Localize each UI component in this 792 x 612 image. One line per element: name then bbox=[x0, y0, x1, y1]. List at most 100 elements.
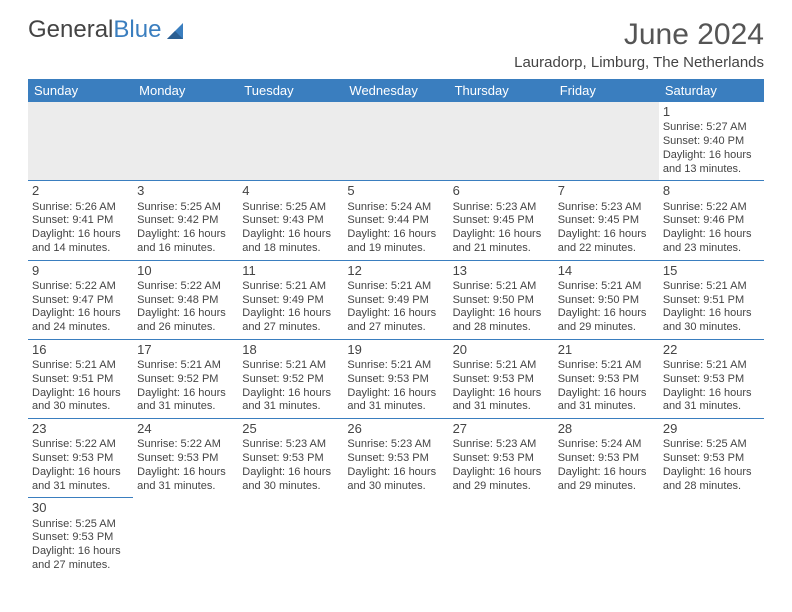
sunset-line: Sunset: 9:53 PM bbox=[347, 452, 444, 466]
daylight-line-1: Daylight: 16 hours bbox=[137, 228, 234, 242]
header: GeneralBlue June 2024 Lauradorp, Limburg… bbox=[28, 18, 764, 71]
day-number: 2 bbox=[32, 183, 129, 199]
calendar-week: 16Sunrise: 5:21 AMSunset: 9:51 PMDayligh… bbox=[28, 339, 764, 418]
sunrise-line: Sunrise: 5:21 AM bbox=[453, 280, 550, 294]
daylight-line-1: Daylight: 16 hours bbox=[558, 307, 655, 321]
calendar-cell bbox=[343, 498, 448, 577]
day-number: 19 bbox=[347, 342, 444, 358]
calendar-cell: 24Sunrise: 5:22 AMSunset: 9:53 PMDayligh… bbox=[133, 419, 238, 498]
calendar-cell: 1Sunrise: 5:27 AMSunset: 9:40 PMDaylight… bbox=[659, 102, 764, 181]
sunrise-line: Sunrise: 5:21 AM bbox=[347, 280, 444, 294]
calendar-week: 23Sunrise: 5:22 AMSunset: 9:53 PMDayligh… bbox=[28, 419, 764, 498]
calendar-cell bbox=[449, 102, 554, 181]
calendar-cell bbox=[554, 102, 659, 181]
day-number: 14 bbox=[558, 263, 655, 279]
sunrise-line: Sunrise: 5:23 AM bbox=[347, 438, 444, 452]
month-title: June 2024 bbox=[514, 18, 764, 52]
daylight-line-1: Daylight: 16 hours bbox=[242, 228, 339, 242]
sunset-line: Sunset: 9:51 PM bbox=[32, 373, 129, 387]
calendar-cell: 11Sunrise: 5:21 AMSunset: 9:49 PMDayligh… bbox=[238, 260, 343, 339]
day-number: 28 bbox=[558, 421, 655, 437]
calendar-cell: 23Sunrise: 5:22 AMSunset: 9:53 PMDayligh… bbox=[28, 419, 133, 498]
daylight-line-1: Daylight: 16 hours bbox=[663, 466, 760, 480]
sunset-line: Sunset: 9:44 PM bbox=[347, 214, 444, 228]
calendar-week: 9Sunrise: 5:22 AMSunset: 9:47 PMDaylight… bbox=[28, 260, 764, 339]
daylight-line-1: Daylight: 16 hours bbox=[663, 228, 760, 242]
daylight-line-1: Daylight: 16 hours bbox=[242, 387, 339, 401]
logo-text-second: Blue bbox=[113, 18, 161, 42]
daylight-line-2: and 22 minutes. bbox=[558, 242, 655, 256]
calendar-cell bbox=[133, 498, 238, 577]
daylight-line-2: and 28 minutes. bbox=[663, 480, 760, 494]
day-header: Tuesday bbox=[238, 79, 343, 102]
daylight-line-2: and 18 minutes. bbox=[242, 242, 339, 256]
sunrise-line: Sunrise: 5:27 AM bbox=[663, 121, 760, 135]
calendar-cell: 28Sunrise: 5:24 AMSunset: 9:53 PMDayligh… bbox=[554, 419, 659, 498]
sunrise-line: Sunrise: 5:24 AM bbox=[558, 438, 655, 452]
sunset-line: Sunset: 9:48 PM bbox=[137, 294, 234, 308]
daylight-line-1: Daylight: 16 hours bbox=[453, 228, 550, 242]
sunset-line: Sunset: 9:47 PM bbox=[32, 294, 129, 308]
calendar-cell: 14Sunrise: 5:21 AMSunset: 9:50 PMDayligh… bbox=[554, 260, 659, 339]
day-number: 5 bbox=[347, 183, 444, 199]
daylight-line-2: and 31 minutes. bbox=[137, 400, 234, 414]
day-header: Sunday bbox=[28, 79, 133, 102]
sunset-line: Sunset: 9:52 PM bbox=[137, 373, 234, 387]
calendar-cell: 30Sunrise: 5:25 AMSunset: 9:53 PMDayligh… bbox=[28, 498, 133, 577]
calendar-cell bbox=[238, 102, 343, 181]
sunset-line: Sunset: 9:53 PM bbox=[453, 373, 550, 387]
calendar-cell: 18Sunrise: 5:21 AMSunset: 9:52 PMDayligh… bbox=[238, 339, 343, 418]
sunset-line: Sunset: 9:50 PM bbox=[558, 294, 655, 308]
daylight-line-2: and 28 minutes. bbox=[453, 321, 550, 335]
day-number: 21 bbox=[558, 342, 655, 358]
daylight-line-2: and 31 minutes. bbox=[32, 480, 129, 494]
calendar-cell: 10Sunrise: 5:22 AMSunset: 9:48 PMDayligh… bbox=[133, 260, 238, 339]
day-number: 25 bbox=[242, 421, 339, 437]
sunset-line: Sunset: 9:50 PM bbox=[453, 294, 550, 308]
sunset-line: Sunset: 9:53 PM bbox=[558, 452, 655, 466]
sunrise-line: Sunrise: 5:25 AM bbox=[242, 201, 339, 215]
daylight-line-2: and 31 minutes. bbox=[558, 400, 655, 414]
sunrise-line: Sunrise: 5:21 AM bbox=[242, 359, 339, 373]
sunset-line: Sunset: 9:53 PM bbox=[137, 452, 234, 466]
calendar-cell: 20Sunrise: 5:21 AMSunset: 9:53 PMDayligh… bbox=[449, 339, 554, 418]
sunrise-line: Sunrise: 5:22 AM bbox=[137, 438, 234, 452]
calendar-cell: 25Sunrise: 5:23 AMSunset: 9:53 PMDayligh… bbox=[238, 419, 343, 498]
day-header: Monday bbox=[133, 79, 238, 102]
calendar-week: 30Sunrise: 5:25 AMSunset: 9:53 PMDayligh… bbox=[28, 498, 764, 577]
calendar-cell: 4Sunrise: 5:25 AMSunset: 9:43 PMDaylight… bbox=[238, 181, 343, 260]
daylight-line-2: and 31 minutes. bbox=[137, 480, 234, 494]
calendar-cell: 29Sunrise: 5:25 AMSunset: 9:53 PMDayligh… bbox=[659, 419, 764, 498]
day-number: 16 bbox=[32, 342, 129, 358]
sunset-line: Sunset: 9:53 PM bbox=[32, 531, 129, 545]
sunset-line: Sunset: 9:53 PM bbox=[663, 452, 760, 466]
day-number: 3 bbox=[137, 183, 234, 199]
sunrise-line: Sunrise: 5:23 AM bbox=[453, 201, 550, 215]
daylight-line-1: Daylight: 16 hours bbox=[347, 466, 444, 480]
calendar-table: SundayMondayTuesdayWednesdayThursdayFrid… bbox=[28, 79, 764, 577]
daylight-line-1: Daylight: 16 hours bbox=[242, 466, 339, 480]
daylight-line-2: and 30 minutes. bbox=[347, 480, 444, 494]
day-number: 20 bbox=[453, 342, 550, 358]
daylight-line-2: and 31 minutes. bbox=[663, 400, 760, 414]
daylight-line-1: Daylight: 16 hours bbox=[137, 307, 234, 321]
sunrise-line: Sunrise: 5:22 AM bbox=[32, 438, 129, 452]
sunset-line: Sunset: 9:52 PM bbox=[242, 373, 339, 387]
daylight-line-2: and 23 minutes. bbox=[663, 242, 760, 256]
daylight-line-1: Daylight: 16 hours bbox=[558, 387, 655, 401]
day-number: 18 bbox=[242, 342, 339, 358]
daylight-line-1: Daylight: 16 hours bbox=[32, 307, 129, 321]
logo: GeneralBlue bbox=[28, 18, 187, 42]
sunrise-line: Sunrise: 5:21 AM bbox=[558, 359, 655, 373]
day-number: 7 bbox=[558, 183, 655, 199]
daylight-line-1: Daylight: 16 hours bbox=[453, 307, 550, 321]
daylight-line-2: and 26 minutes. bbox=[137, 321, 234, 335]
daylight-line-2: and 27 minutes. bbox=[32, 559, 129, 573]
daylight-line-1: Daylight: 16 hours bbox=[32, 387, 129, 401]
daylight-line-1: Daylight: 16 hours bbox=[453, 466, 550, 480]
sunrise-line: Sunrise: 5:25 AM bbox=[137, 201, 234, 215]
daylight-line-2: and 24 minutes. bbox=[32, 321, 129, 335]
sunset-line: Sunset: 9:53 PM bbox=[242, 452, 339, 466]
calendar-cell bbox=[133, 102, 238, 181]
daylight-line-2: and 30 minutes. bbox=[663, 321, 760, 335]
